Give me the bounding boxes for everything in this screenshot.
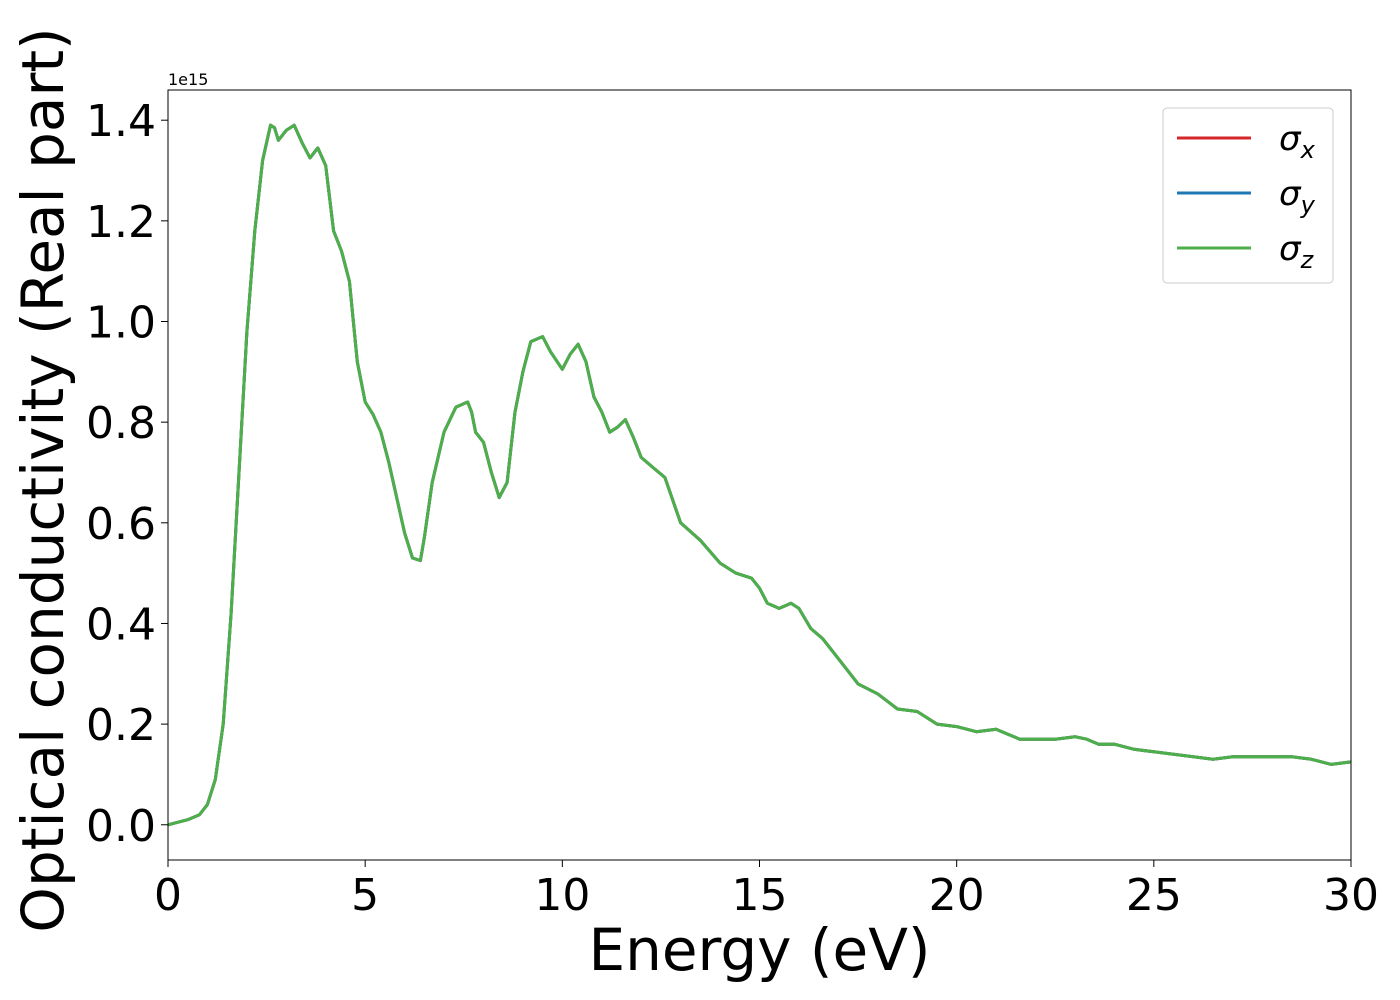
legend-subscript: x bbox=[1300, 136, 1316, 164]
legend-symbol: σ bbox=[1279, 229, 1302, 269]
legend-label: σz bbox=[1279, 229, 1315, 274]
y-tick-label: 0.8 bbox=[86, 398, 156, 449]
legend-label: σy bbox=[1279, 174, 1316, 219]
y-axis-label: Optical conductivity (Real part) bbox=[9, 27, 77, 932]
x-tick-label: 0 bbox=[154, 870, 182, 921]
y-tick-label: 1.0 bbox=[86, 298, 156, 349]
y-axis-ticks: 0.0 0.2 0.4 0.6 0.8 1.0 1.2 1.4 bbox=[86, 96, 168, 852]
x-tick-label: 30 bbox=[1323, 870, 1379, 921]
y-tick-label: 0.2 bbox=[86, 700, 156, 751]
y-tick-label: 0.6 bbox=[86, 499, 156, 550]
y-tick-label: 0.0 bbox=[86, 801, 156, 852]
legend-symbol: σ bbox=[1279, 174, 1302, 214]
y-tick-label: 0.4 bbox=[86, 599, 156, 650]
y-tick-label: 1.2 bbox=[86, 197, 156, 248]
x-tick-label: 25 bbox=[1126, 870, 1182, 921]
x-tick-label: 15 bbox=[732, 870, 788, 921]
y-tick-label: 1.4 bbox=[86, 96, 156, 147]
legend-subscript: y bbox=[1300, 191, 1316, 219]
x-tick-label: 20 bbox=[929, 870, 985, 921]
x-axis-label: Energy (eV) bbox=[588, 916, 930, 984]
legend-symbol: σ bbox=[1279, 119, 1302, 159]
legend-label: σx bbox=[1279, 119, 1316, 164]
plot-lines bbox=[167, 123, 1352, 827]
legend-subscript: z bbox=[1300, 246, 1315, 274]
legend-box bbox=[1162, 107, 1334, 284]
x-axis-ticks: 0 5 10 15 20 25 30 bbox=[154, 860, 1379, 921]
y-offset-label: 1e15 bbox=[168, 70, 208, 89]
x-tick-label: 5 bbox=[351, 870, 379, 921]
series-line-3 bbox=[167, 123, 1352, 827]
x-tick-label: 10 bbox=[534, 870, 590, 921]
